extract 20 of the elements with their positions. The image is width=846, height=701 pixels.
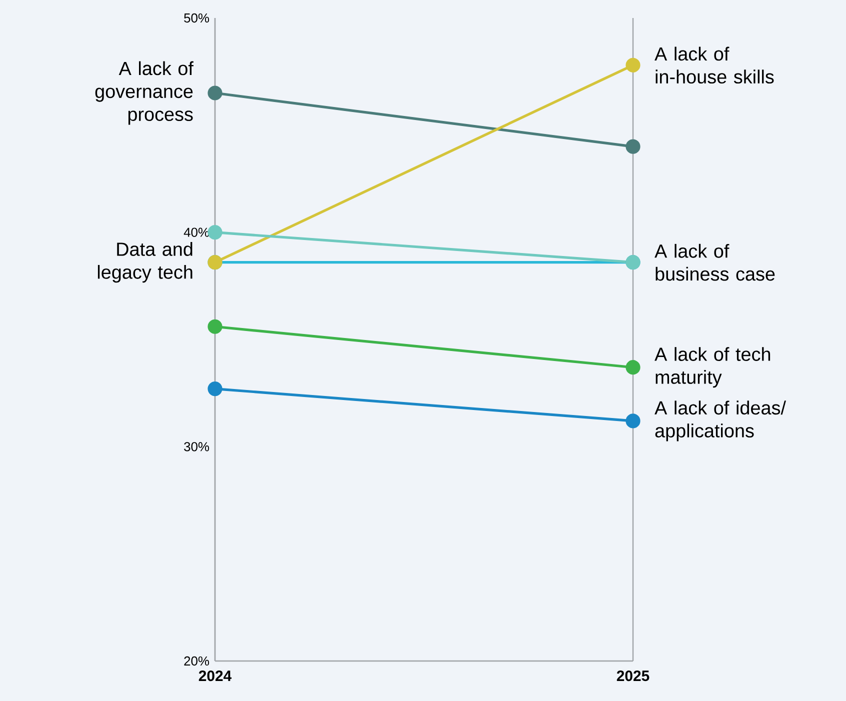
y-tick-label: 20% <box>184 656 210 666</box>
point <box>626 58 640 72</box>
point <box>208 319 222 334</box>
annotation: A lack of in-house skills <box>654 46 774 84</box>
x-tick-label: 2024 <box>198 670 232 682</box>
point <box>208 381 222 396</box>
y-tick-label: 30% <box>184 442 210 452</box>
annotation: A lack of ideas/ applications <box>654 400 786 442</box>
x-tick-label: 2025 <box>616 670 650 682</box>
point <box>208 86 222 100</box>
point <box>626 360 640 375</box>
annotation: A lack of business case <box>654 244 775 281</box>
annotation: A lack of tech maturity <box>654 347 770 388</box>
annotation: Data and legacy tech <box>98 242 192 283</box>
point <box>626 139 640 154</box>
y-tick-label: 50% <box>184 13 210 23</box>
annotation: A lack of governance process <box>95 61 194 125</box>
y-tick-label: 40% <box>184 228 210 237</box>
point <box>626 414 640 428</box>
point <box>208 225 222 240</box>
